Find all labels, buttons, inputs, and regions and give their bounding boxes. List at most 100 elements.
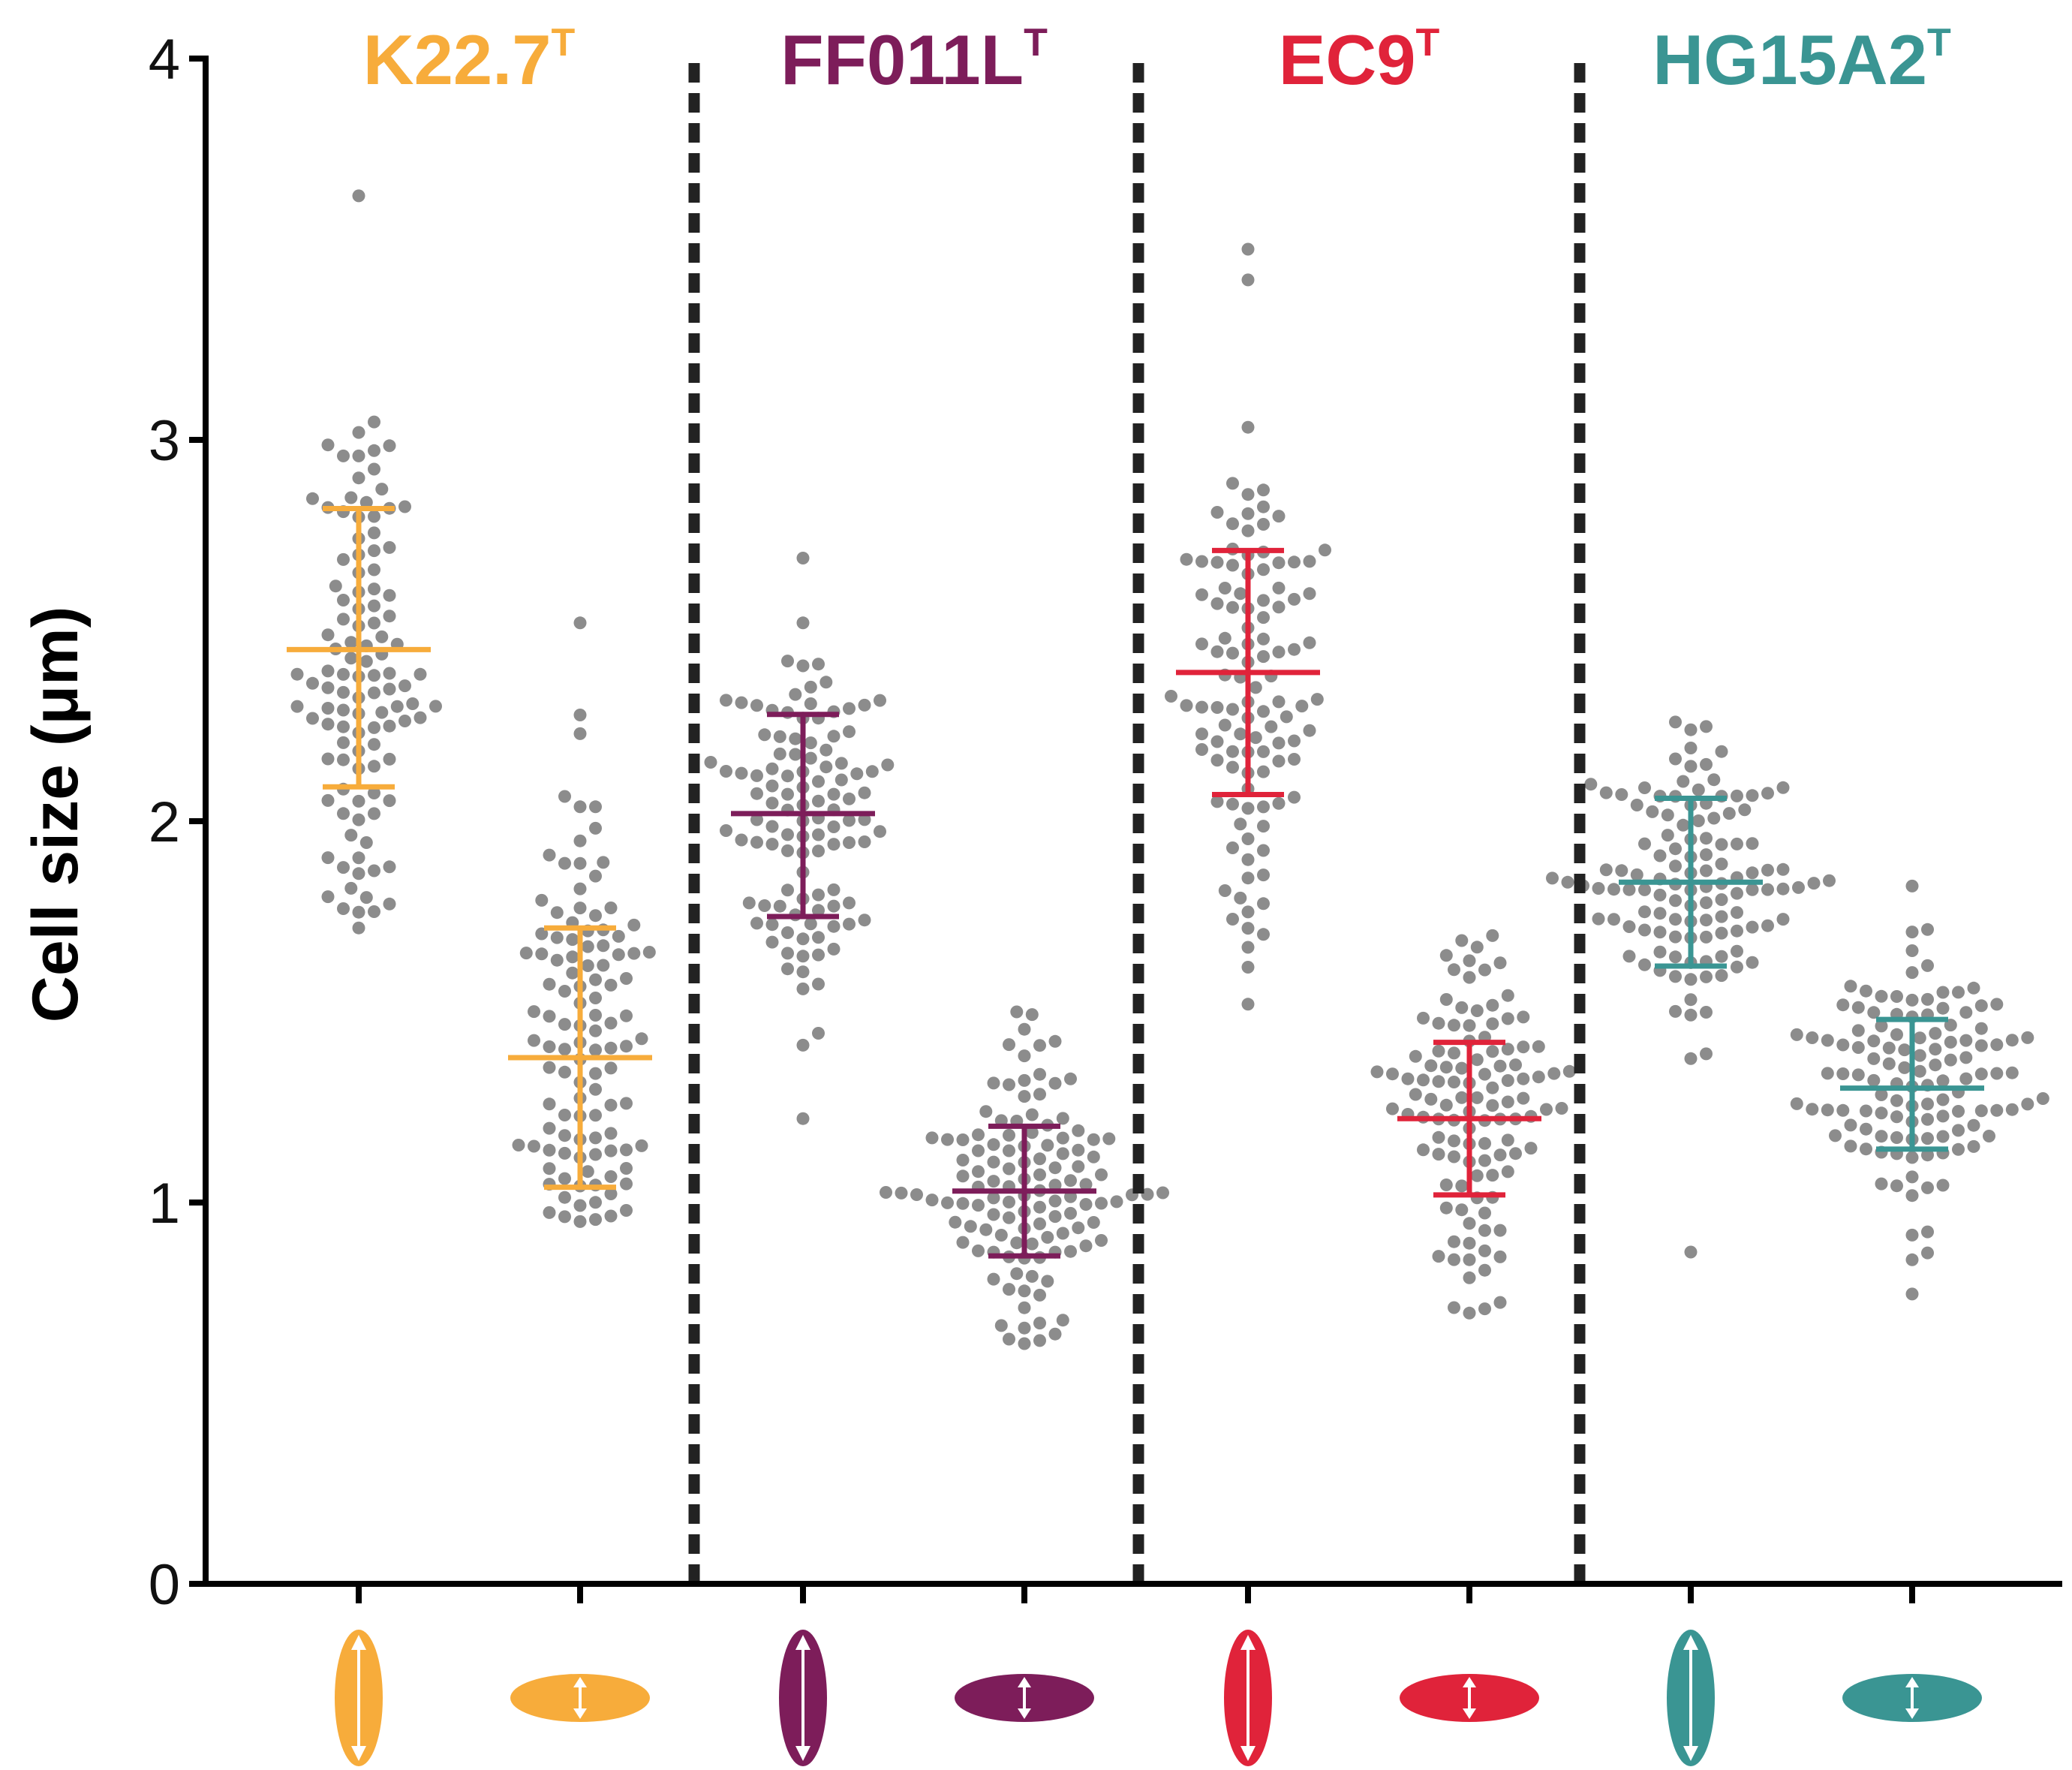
data-point	[1738, 803, 1752, 817]
data-point	[1974, 1022, 1988, 1035]
data-point	[1844, 1118, 1857, 1132]
data-point	[1226, 558, 1239, 572]
data-point	[368, 526, 380, 540]
data-point	[1509, 1147, 1522, 1160]
data-point	[604, 1209, 618, 1223]
data-point	[750, 917, 763, 930]
data-point	[368, 616, 380, 630]
data-point	[1715, 838, 1728, 851]
data-point	[329, 579, 342, 593]
data-point	[765, 918, 779, 932]
data-point	[604, 1061, 618, 1075]
data-point	[1715, 950, 1728, 963]
data-point	[804, 680, 817, 694]
data-point	[1257, 800, 1270, 814]
data-point	[1486, 929, 1499, 942]
data-point	[1630, 799, 1643, 811]
data-point	[804, 697, 817, 710]
data-point	[368, 462, 380, 476]
data-point	[1974, 1067, 1988, 1081]
data-point	[1792, 880, 1805, 894]
horizontal-cell-icon	[955, 1674, 1094, 1722]
data-point	[1018, 1301, 1031, 1314]
data-point	[1592, 912, 1605, 926]
data-point	[573, 856, 587, 870]
data-point	[827, 920, 841, 933]
data-point	[642, 946, 656, 959]
data-point	[337, 720, 350, 733]
data-point	[1875, 1130, 1888, 1143]
data-point	[1684, 1052, 1698, 1065]
data-point	[1501, 1165, 1514, 1178]
data-point	[1936, 1001, 1950, 1015]
data-point	[573, 882, 587, 896]
data-point	[819, 676, 833, 689]
data-point	[827, 883, 841, 896]
data-point	[1424, 1092, 1438, 1106]
data-point	[368, 864, 380, 877]
data-point	[735, 766, 748, 780]
data-point	[1936, 1130, 1950, 1143]
data-point	[1195, 743, 1208, 756]
data-point	[589, 1009, 602, 1022]
data-point	[1806, 1103, 1819, 1116]
data-point	[1463, 1019, 1476, 1032]
data-point	[1257, 765, 1270, 778]
data-point	[1448, 1076, 1460, 1088]
data-point	[1746, 789, 1759, 802]
data-point	[337, 736, 350, 749]
strain-title: HG15A2T	[1652, 20, 1951, 99]
data-point	[1486, 1099, 1499, 1112]
data-point	[344, 491, 358, 504]
data-point	[2021, 1097, 2034, 1111]
data-point	[1867, 1052, 1881, 1065]
data-point	[874, 825, 886, 838]
data-point	[1638, 883, 1651, 896]
data-point	[620, 1143, 633, 1157]
data-point	[1653, 888, 1667, 902]
data-point	[543, 1121, 556, 1135]
data-point	[589, 992, 602, 1004]
data-point	[1615, 788, 1628, 801]
data-point	[1638, 837, 1651, 850]
data-point	[1056, 1131, 1069, 1145]
data-point	[398, 679, 411, 693]
data-point	[1967, 1118, 1980, 1132]
data-point	[987, 1076, 1000, 1090]
data-point	[765, 820, 779, 833]
data-point	[1936, 1109, 1950, 1123]
data-point	[1448, 1046, 1460, 1060]
data-point	[566, 966, 579, 980]
data-point	[1890, 1094, 1903, 1107]
axes	[203, 56, 2062, 1587]
data-point	[1448, 1301, 1460, 1314]
data-point	[773, 899, 786, 913]
data-point	[1731, 906, 1743, 920]
data-point	[1025, 1008, 1039, 1022]
data-point	[858, 786, 871, 799]
y-tick-label: 1	[149, 1172, 180, 1236]
data-point	[1241, 853, 1255, 866]
data-point	[1882, 1057, 1896, 1070]
data-point	[1319, 543, 1331, 557]
data-point	[843, 896, 856, 910]
strain-superscript: T	[1927, 21, 1951, 65]
data-point	[1439, 949, 1453, 962]
data-point	[1905, 993, 1919, 1007]
data-point	[789, 688, 802, 701]
data-point	[765, 935, 779, 949]
data-point	[735, 696, 748, 709]
data-point	[1272, 556, 1286, 570]
data-point	[1303, 555, 1316, 568]
group-dividers	[688, 63, 1586, 1581]
strain-title: EC9T	[1279, 20, 1440, 99]
data-point	[368, 563, 380, 576]
data-point	[1432, 1148, 1445, 1161]
data-point	[979, 1105, 993, 1118]
data-point	[1470, 941, 1484, 954]
data-point	[558, 1043, 571, 1056]
data-point	[1921, 992, 1934, 1006]
data-point	[1501, 1043, 1514, 1056]
data-point	[1409, 1049, 1422, 1063]
data-point	[1974, 1039, 1988, 1052]
